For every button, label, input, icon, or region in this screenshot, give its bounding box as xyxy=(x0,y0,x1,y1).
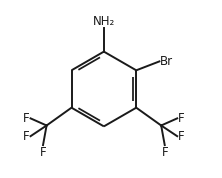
Text: Br: Br xyxy=(160,55,173,68)
Text: F: F xyxy=(40,146,46,159)
Text: F: F xyxy=(178,130,185,143)
Text: F: F xyxy=(161,146,168,159)
Text: F: F xyxy=(23,112,30,125)
Text: F: F xyxy=(178,112,185,125)
Text: NH₂: NH₂ xyxy=(93,15,115,28)
Text: F: F xyxy=(23,130,30,143)
